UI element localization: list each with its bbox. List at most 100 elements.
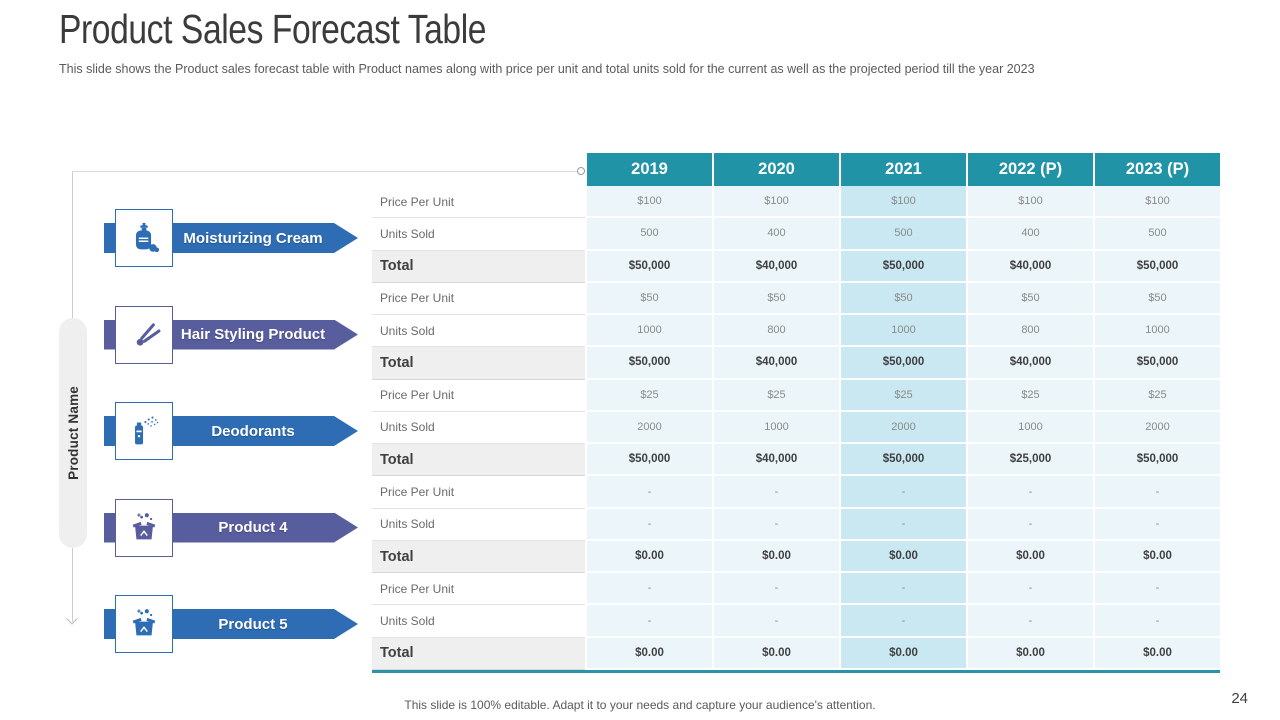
row-label-units-product-2: Units Sold (372, 315, 585, 348)
hair-straightener-icon (115, 305, 173, 364)
cell-total-product-2-year-1: $50,000 (585, 347, 712, 380)
cell-units-product-4-year-5: - (1093, 508, 1220, 541)
product-name-label: Moisturizing Cream (183, 229, 323, 247)
cell-total-product-1-year-2: $40,000 (712, 250, 839, 283)
cell-units-product-2-year-5: 1000 (1093, 315, 1220, 348)
cell-price-product-5-year-2: - (712, 573, 839, 606)
cell-units-product-1-year-4: 400 (966, 218, 1093, 251)
cell-units-product-5-year-1: - (585, 605, 712, 638)
row-label-units-product-3: Units Sold (372, 411, 585, 445)
product-name-label: Product 4 (218, 519, 288, 536)
cell-price-product-2-year-3: $50 (839, 282, 966, 316)
cell-price-product-2-year-5: $50 (1093, 282, 1220, 316)
cell-price-product-4-year-1: - (585, 476, 712, 509)
page-title: Product Sales Forecast Table (59, 6, 487, 52)
page-number: 24 (1231, 690, 1248, 707)
product-banner-3: Deodorants (0, 401, 372, 461)
row-label-total-product-1: Total (372, 250, 585, 283)
product-banner-5: Product 5 (0, 594, 372, 654)
cell-total-product-4-year-1: $0.00 (585, 540, 712, 574)
cell-total-product-2-year-2: $40,000 (712, 347, 839, 380)
cell-units-product-2-year-2: 800 (712, 315, 839, 348)
cell-total-product-4-year-2: $0.00 (712, 540, 839, 574)
cell-total-product-1-year-1: $50,000 (585, 250, 712, 283)
cell-price-product-3-year-2: $25 (712, 379, 839, 412)
cell-units-product-5-year-4: - (966, 605, 1093, 638)
cell-units-product-3-year-5: 2000 (1093, 411, 1220, 445)
product-name-label: Hair Styling Product (180, 326, 326, 343)
row-label-price-product-4: Price Per Unit (372, 476, 585, 509)
cell-total-product-1-year-4: $40,000 (966, 250, 1093, 283)
cell-total-product-5-year-4: $0.00 (966, 637, 1093, 670)
cell-price-product-4-year-4: - (966, 476, 1093, 509)
sales-forecast-table: 2019 2020 2021 2022 (P) 2023 (P) Price Per Un… (372, 153, 1220, 670)
cell-units-product-1-year-5: 500 (1093, 218, 1220, 251)
product-banner-4: Product 4 (0, 498, 372, 558)
cell-total-product-2-year-4: $40,000 (966, 347, 1093, 380)
cell-units-product-2-year-3: 1000 (839, 315, 966, 348)
product-name-axis-label: Product Name (59, 318, 87, 548)
cell-total-product-5-year-5: $0.00 (1093, 637, 1220, 670)
cell-total-product-3-year-4: $25,000 (966, 444, 1093, 477)
table-corner-spacer (372, 153, 585, 186)
cell-units-product-3-year-2: 1000 (712, 411, 839, 445)
cell-price-product-3-year-5: $25 (1093, 379, 1220, 412)
cell-price-product-1-year-4: $100 (966, 186, 1093, 219)
product-box-icon (115, 595, 173, 653)
year-header-2022: 2022 (P) (966, 153, 1093, 186)
row-label-units-product-4: Units Sold (372, 508, 585, 541)
cell-total-product-1-year-5: $50,000 (1093, 250, 1220, 283)
slide-subtitle: This slide shows the Product sales forec… (59, 62, 1035, 76)
cell-total-product-1-year-3: $50,000 (839, 250, 966, 283)
row-label-price-product-2: Price Per Unit (372, 282, 585, 316)
cell-total-product-3-year-5: $50,000 (1093, 444, 1220, 477)
cell-total-product-4-year-5: $0.00 (1093, 540, 1220, 574)
row-label-units-product-1: Units Sold (372, 218, 585, 251)
cell-units-product-4-year-1: - (585, 508, 712, 541)
cell-total-product-4-year-3: $0.00 (839, 540, 966, 574)
cell-price-product-5-year-4: - (966, 573, 1093, 606)
cell-units-product-4-year-2: - (712, 508, 839, 541)
cell-total-product-5-year-3: $0.00 (839, 637, 966, 670)
cell-total-product-4-year-4: $0.00 (966, 540, 1093, 574)
cell-units-product-2-year-4: 800 (966, 315, 1093, 348)
cell-price-product-1-year-1: $100 (585, 186, 712, 219)
row-label-total-product-3: Total (372, 444, 585, 477)
cell-units-product-5-year-5: - (1093, 605, 1220, 638)
cell-price-product-3-year-1: $25 (585, 379, 712, 412)
cell-price-product-2-year-2: $50 (712, 282, 839, 316)
cell-units-product-3-year-4: 1000 (966, 411, 1093, 445)
cell-units-product-1-year-1: 500 (585, 218, 712, 251)
cell-units-product-3-year-1: 2000 (585, 411, 712, 445)
cell-total-product-5-year-2: $0.00 (712, 637, 839, 670)
cell-price-product-2-year-1: $50 (585, 282, 712, 316)
deodorant-spray-icon (115, 402, 173, 460)
row-label-total-product-2: Total (372, 347, 585, 380)
cell-price-product-5-year-1: - (585, 573, 712, 606)
row-label-price-product-3: Price Per Unit (372, 379, 585, 412)
year-header-2021: 2021 (839, 153, 966, 186)
row-label-price-product-1: Price Per Unit (372, 186, 585, 219)
product-banner-2: Hair Styling Product (0, 305, 372, 365)
row-label-total-product-4: Total (372, 540, 585, 574)
product-banner-1: Moisturizing Cream (0, 208, 372, 268)
cell-units-product-5-year-3: - (839, 605, 966, 638)
connector-dot (577, 167, 585, 175)
cell-units-product-2-year-1: 1000 (585, 315, 712, 348)
cream-jar-icon (115, 209, 173, 267)
cell-units-product-3-year-3: 2000 (839, 411, 966, 445)
cell-price-product-3-year-3: $25 (839, 379, 966, 412)
year-header-2019: 2019 (585, 153, 712, 186)
cell-units-product-1-year-2: 400 (712, 218, 839, 251)
cell-price-product-4-year-5: - (1093, 476, 1220, 509)
cell-price-product-5-year-3: - (839, 573, 966, 606)
year-header-2020: 2020 (712, 153, 839, 186)
row-label-price-product-5: Price Per Unit (372, 573, 585, 606)
cell-total-product-3-year-3: $50,000 (839, 444, 966, 477)
axis-horizontal-connector (72, 171, 578, 172)
cell-price-product-5-year-5: - (1093, 573, 1220, 606)
cell-units-product-5-year-2: - (712, 605, 839, 638)
product-name-label: Product 5 (218, 615, 288, 633)
cell-units-product-4-year-4: - (966, 508, 1093, 541)
cell-units-product-1-year-3: 500 (839, 218, 966, 251)
